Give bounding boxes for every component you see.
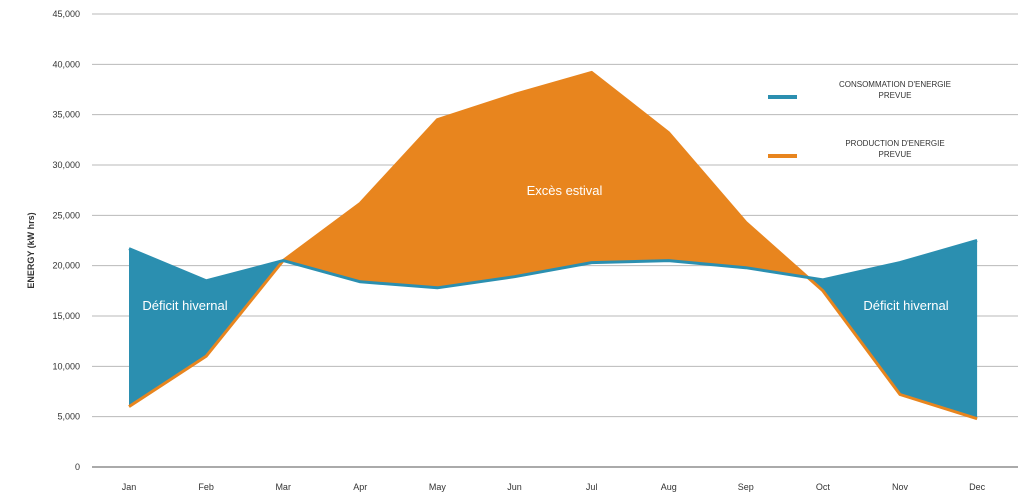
y-axis-title: ENERGY (kW hrs) <box>26 212 36 288</box>
x-tick-label: Apr <box>353 482 367 492</box>
x-tick-label: Jul <box>586 482 598 492</box>
summer-excess-area <box>283 72 808 288</box>
x-tick-label: Sep <box>738 482 754 492</box>
y-tick-label: 20,000 <box>52 261 80 271</box>
y-tick-label: 5,000 <box>57 412 80 422</box>
legend-label: CONSOMMATION D'ENERGIE <box>839 80 951 89</box>
x-tick-label: Aug <box>661 482 677 492</box>
y-tick-label: 15,000 <box>52 311 80 321</box>
x-tick-label: May <box>429 482 447 492</box>
region-annotation: Déficit hivernal <box>863 298 948 313</box>
x-tick-label: Oct <box>816 482 831 492</box>
series-lines <box>128 70 978 421</box>
y-tick-label: 30,000 <box>52 160 80 170</box>
region-annotation: Excès estival <box>527 183 603 198</box>
region-annotation: Déficit hivernal <box>142 298 227 313</box>
x-tick-label: Jan <box>122 482 137 492</box>
y-tick-label: 25,000 <box>52 210 80 220</box>
x-tick-label: Dec <box>969 482 986 492</box>
winter-deficit-area <box>807 240 978 419</box>
winter-deficit-area <box>129 248 284 407</box>
axes: 0 5,000 10,000 15,000 20,000 25,000 30,000 35,0… <box>26 9 1018 492</box>
legend-label: PRODUCTION D'ENERGIE <box>845 139 944 148</box>
x-tick-label: Jun <box>507 482 522 492</box>
production-line <box>128 70 978 421</box>
legend-label: PREVUE <box>879 91 912 100</box>
area-fills <box>129 72 978 419</box>
annotations: Déficit hivernal Excès estival Déficit hiv… <box>142 183 948 313</box>
legend-label: PREVUE <box>879 150 912 159</box>
y-tick-label: 35,000 <box>52 110 80 120</box>
consumption-line <box>128 239 978 290</box>
x-tick-label: Mar <box>275 482 291 492</box>
y-tick-label: 40,000 <box>52 59 80 69</box>
y-tick-label: 10,000 <box>52 361 80 371</box>
y-tick-label: 45,000 <box>52 9 80 19</box>
legend: CONSOMMATION D'ENERGIE PREVUE PRODUCTION D… <box>768 80 951 159</box>
x-tick-label: Nov <box>892 482 909 492</box>
y-tick-label: 0 <box>75 462 80 472</box>
x-tick-label: Feb <box>198 482 214 492</box>
